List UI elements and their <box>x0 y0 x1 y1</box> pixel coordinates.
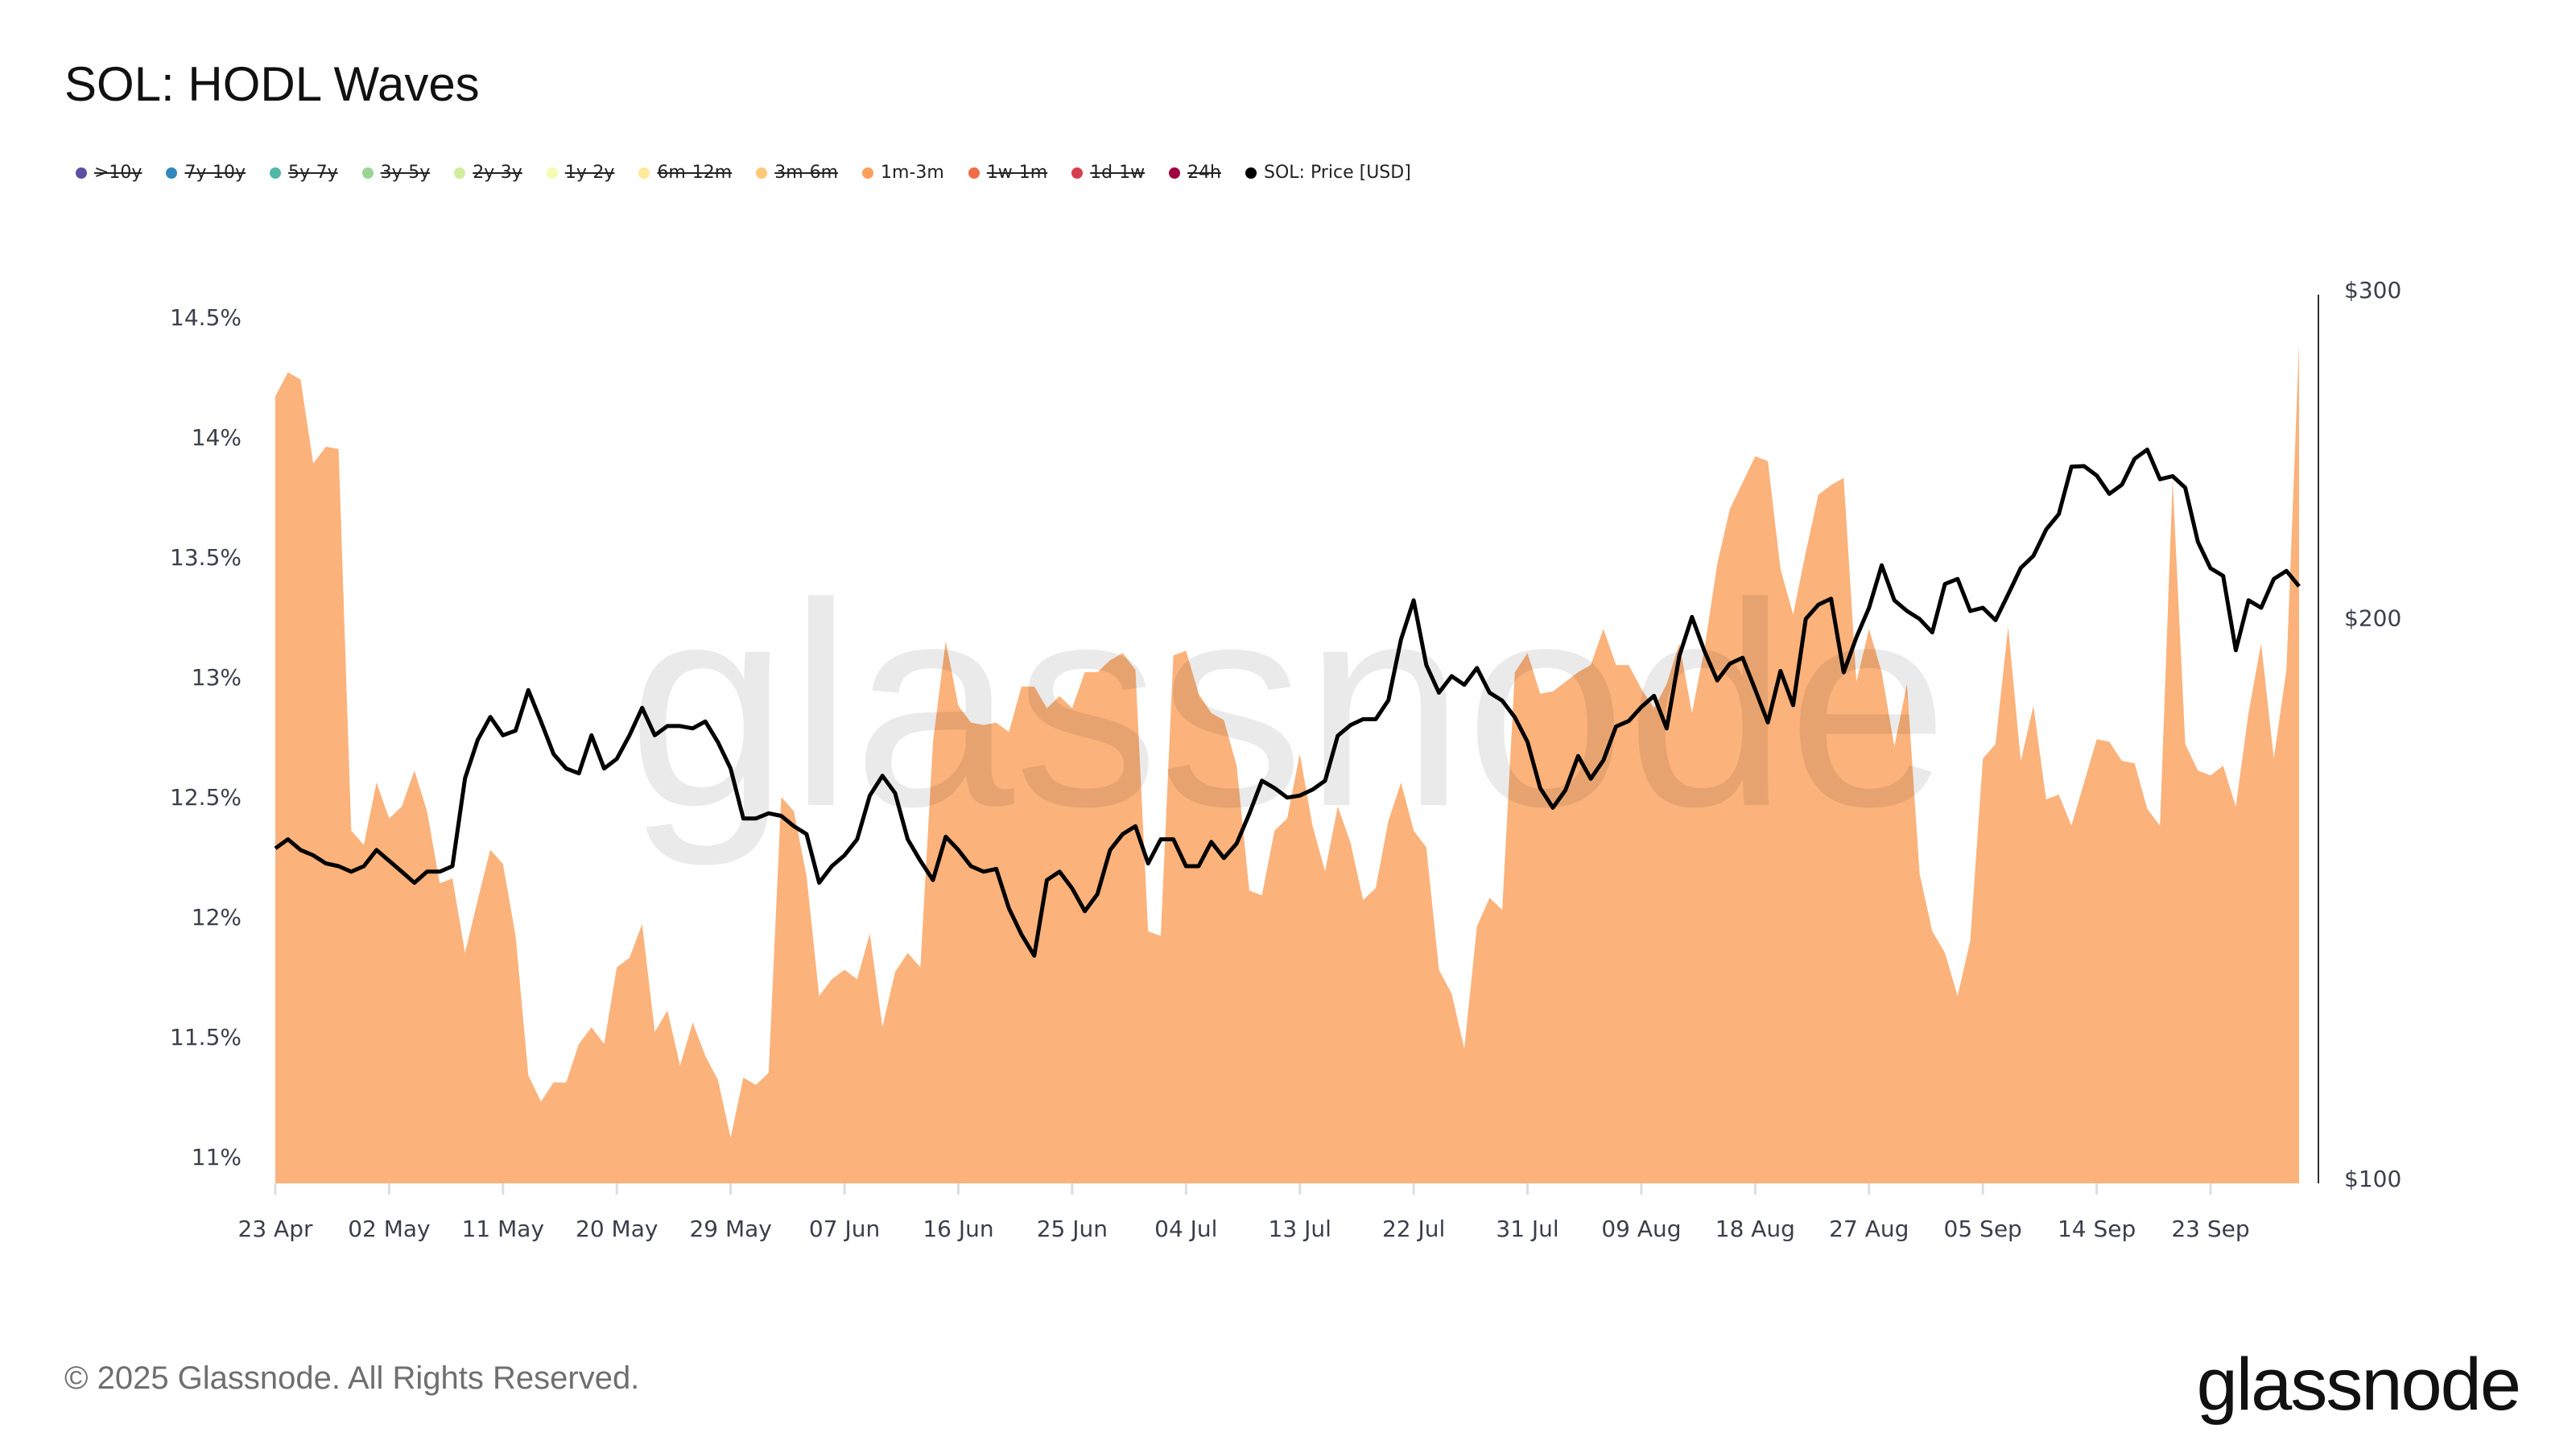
x-tick-label: 29 May <box>689 1216 771 1242</box>
x-tick-label: 25 Jun <box>1037 1216 1108 1242</box>
x-tick-label: 14 Sep <box>2058 1216 2136 1242</box>
legend-dot-icon <box>1245 167 1257 179</box>
legend-item[interactable]: 3y-5y <box>361 163 431 183</box>
legend-item[interactable]: 6m-12m <box>638 163 732 183</box>
legend-label: 3m-6m <box>774 163 839 183</box>
legend-dot-icon <box>166 167 178 179</box>
y-left-tick-label: 14% <box>192 424 242 451</box>
legend-dot-icon <box>756 167 768 179</box>
legend-label: 1w-1m <box>986 163 1048 183</box>
legend-item[interactable]: 1d-1w <box>1071 163 1145 183</box>
x-tick-label: 13 Jul <box>1269 1216 1331 1242</box>
legend-item[interactable]: SOL: Price [USD] <box>1245 163 1411 183</box>
legend-label: 1y-2y <box>564 163 615 183</box>
x-tick-label: 23 Apr <box>238 1216 313 1242</box>
y-left-tick-label: 13.5% <box>170 544 242 571</box>
legend-label: 3y-5y <box>380 163 431 183</box>
y-right-tick-label: $100 <box>2344 1166 2401 1192</box>
legend-label: 6m-12m <box>657 163 733 183</box>
x-tick-label: 09 Aug <box>1601 1216 1681 1242</box>
x-tick-label: 23 Sep <box>2171 1216 2249 1242</box>
x-tick-label: 02 May <box>348 1216 430 1242</box>
legend-item[interactable]: 3m-6m <box>756 163 838 183</box>
legend-dot-icon <box>638 167 650 179</box>
legend-dot-icon <box>968 167 980 179</box>
x-tick-label: 04 Jul <box>1154 1216 1217 1242</box>
legend-dot-icon <box>1071 167 1084 179</box>
glassnode-logo: glassnode <box>2196 1344 2521 1426</box>
x-tick-label: 16 Jun <box>923 1216 993 1242</box>
legend-dot-icon <box>270 167 282 179</box>
y-right-tick-label: $300 <box>2344 277 2401 303</box>
legend-item[interactable]: 1m-3m <box>862 163 944 183</box>
copyright-text: © 2025 Glassnode. All Rights Reserved. <box>64 1360 640 1396</box>
legend-item[interactable]: 24h <box>1169 163 1221 183</box>
legend-label: 7y-10y <box>184 163 246 183</box>
x-tick-label: 20 May <box>576 1216 658 1242</box>
x-tick-label: 31 Jul <box>1496 1216 1558 1242</box>
chart-title: SOL: HODL Waves <box>64 57 480 111</box>
legend-label: 24h <box>1187 163 1221 183</box>
x-tick-label: 11 May <box>462 1216 544 1242</box>
y-left-tick-label: 14.5% <box>170 304 242 331</box>
legend-label: 2y-3y <box>473 163 522 183</box>
y-right-tick-label: $200 <box>2344 605 2401 631</box>
legend-item[interactable]: 2y-3y <box>454 163 522 183</box>
legend-dot-icon <box>546 167 558 179</box>
legend-item[interactable]: >10y <box>76 163 142 183</box>
legend-dot-icon <box>454 167 466 179</box>
watermark: glassnode <box>627 543 1948 869</box>
legend-label: SOL: Price [USD] <box>1264 163 1411 183</box>
legend: >10y 7y-10y 5y-7y 3y-5y 2y-3y 1y-2y 6m-12m 3m-6… <box>76 163 1435 183</box>
legend-dot-icon <box>361 167 374 179</box>
area-series-1m-3m <box>275 343 2299 1183</box>
legend-item[interactable]: 5y-7y <box>270 163 338 183</box>
x-tick-label: 05 Sep <box>1944 1216 2022 1242</box>
legend-label: 1m-3m <box>881 163 944 183</box>
x-tick-label: 22 Jul <box>1382 1216 1445 1242</box>
legend-label: >10y <box>94 163 142 183</box>
y-left-tick-label: 11% <box>192 1144 242 1170</box>
legend-item[interactable]: 7y-10y <box>166 163 246 183</box>
legend-label: 5y-7y <box>288 163 338 183</box>
y-left-tick-label: 13% <box>192 664 242 691</box>
legend-label: 1d-1w <box>1090 163 1146 183</box>
price-line <box>274 448 2301 958</box>
x-tick-label: 07 Jun <box>809 1216 880 1242</box>
legend-dot-icon <box>76 167 87 179</box>
x-tick-label: 18 Aug <box>1715 1216 1795 1242</box>
y-left-tick-label: 12% <box>192 904 242 931</box>
legend-item[interactable]: 1y-2y <box>546 163 615 183</box>
legend-item[interactable]: 1w-1m <box>968 163 1047 183</box>
x-tick-label: 27 Aug <box>1829 1216 1909 1242</box>
y-left-tick-label: 12.5% <box>170 784 242 811</box>
legend-dot-icon <box>1169 167 1181 179</box>
y-left-tick-label: 11.5% <box>170 1024 242 1051</box>
legend-dot-icon <box>862 167 874 179</box>
